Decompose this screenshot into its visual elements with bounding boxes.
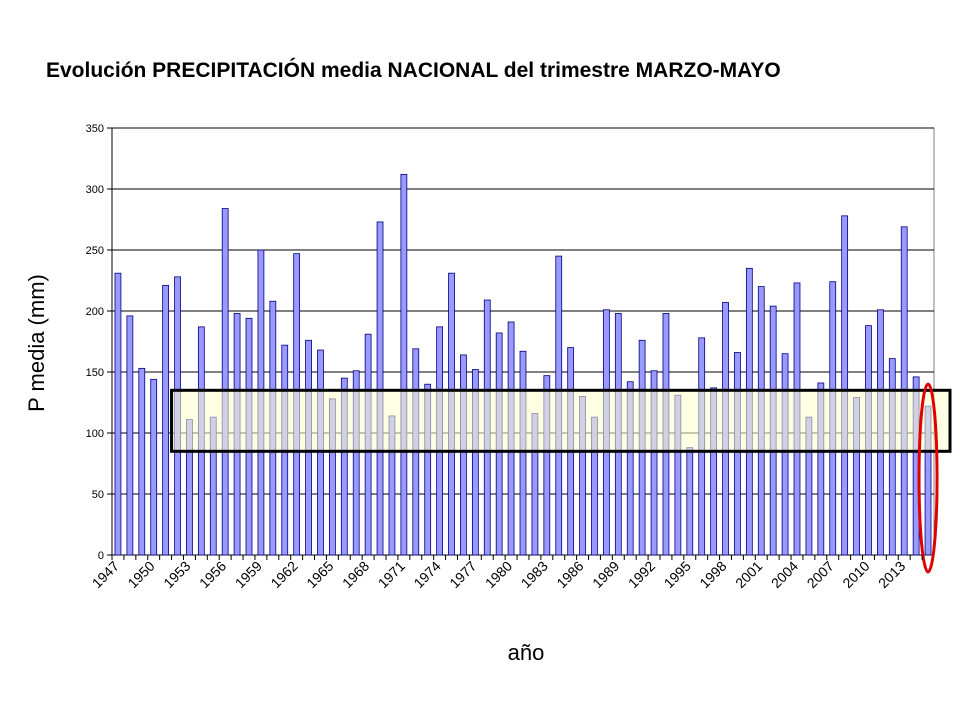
x-tick-label-1986: 1986 bbox=[553, 558, 586, 591]
highlight-ellipse bbox=[917, 382, 939, 574]
y-tick-label-350: 350 bbox=[86, 123, 104, 135]
x-tick-label-1953: 1953 bbox=[160, 558, 193, 591]
bar-1990 bbox=[626, 381, 634, 556]
bar-1973 bbox=[424, 383, 432, 556]
bar-1999 bbox=[734, 352, 741, 556]
bar-1983 bbox=[543, 375, 551, 556]
x-tick-label-1956: 1956 bbox=[196, 558, 229, 591]
bar-1981 bbox=[519, 350, 527, 556]
x-tick-label-1983: 1983 bbox=[518, 558, 551, 591]
x-tick-label-1980: 1980 bbox=[482, 558, 515, 591]
bar-1951 bbox=[162, 284, 169, 556]
x-tick-label-1947: 1947 bbox=[89, 558, 122, 591]
chart-title: Evolución PRECIPITACIÓN media NACIONAL d… bbox=[46, 59, 781, 82]
y-tick-label-0: 0 bbox=[98, 550, 104, 562]
x-tick-label-2004: 2004 bbox=[768, 558, 801, 591]
x-tick-label-2013: 2013 bbox=[875, 558, 908, 591]
highlight-band bbox=[170, 388, 952, 453]
x-tick-label-1965: 1965 bbox=[303, 558, 336, 591]
bar-1977 bbox=[471, 369, 479, 556]
bar-1949 bbox=[138, 367, 146, 556]
x-tick-label-2007: 2007 bbox=[804, 558, 837, 591]
x-tick-label-1992: 1992 bbox=[625, 558, 658, 591]
bar-2008 bbox=[841, 215, 849, 556]
bar-1948 bbox=[126, 315, 134, 556]
bar-1966 bbox=[340, 377, 348, 556]
bar-1967 bbox=[352, 370, 360, 556]
y-axis-ticks: 0 50 100 150 200 250 300 350 bbox=[86, 123, 112, 562]
bar-1956 bbox=[221, 208, 229, 556]
x-tick-label-2001: 2001 bbox=[732, 558, 765, 591]
x-tick-label-1989: 1989 bbox=[589, 558, 622, 591]
x-tick-label-1968: 1968 bbox=[339, 558, 372, 591]
bar-1992 bbox=[650, 370, 658, 556]
x-axis-ticks: 1947 1950 1953 1956 1959 1962 1965 1968 1971 1974… bbox=[89, 555, 923, 591]
bar-2012 bbox=[888, 358, 896, 556]
bar-2006 bbox=[817, 382, 825, 556]
bar-1976 bbox=[460, 354, 467, 556]
x-tick-label-1995: 1995 bbox=[661, 558, 694, 591]
bar-2003 bbox=[781, 353, 789, 556]
x-tick-label-1950: 1950 bbox=[124, 558, 157, 591]
bar-1971 bbox=[400, 173, 408, 556]
x-tick-label-2010: 2010 bbox=[839, 558, 872, 591]
bar-1969 bbox=[376, 221, 384, 556]
y-axis-title: P media (mm) bbox=[24, 274, 49, 412]
y-tick-label-250: 250 bbox=[86, 245, 104, 257]
bar-1950 bbox=[150, 378, 158, 556]
y-tick-label-200: 200 bbox=[86, 306, 104, 318]
x-tick-label-1962: 1962 bbox=[267, 558, 300, 591]
y-tick-label-300: 300 bbox=[86, 184, 104, 196]
y-tick-label-150: 150 bbox=[86, 367, 104, 379]
bar-1995 bbox=[686, 447, 694, 556]
y-tick-label-50: 50 bbox=[92, 489, 104, 501]
x-tick-label-1977: 1977 bbox=[446, 558, 479, 591]
x-tick-label-1971: 1971 bbox=[375, 558, 408, 591]
x-tick-label-1959: 1959 bbox=[232, 558, 265, 591]
bar-1997 bbox=[710, 387, 717, 556]
x-tick-label-1998: 1998 bbox=[696, 558, 729, 591]
y-tick-label-100: 100 bbox=[86, 428, 104, 440]
x-axis-title: año bbox=[508, 640, 545, 665]
x-tick-label-1974: 1974 bbox=[410, 558, 443, 591]
bar-1947 bbox=[114, 272, 122, 556]
